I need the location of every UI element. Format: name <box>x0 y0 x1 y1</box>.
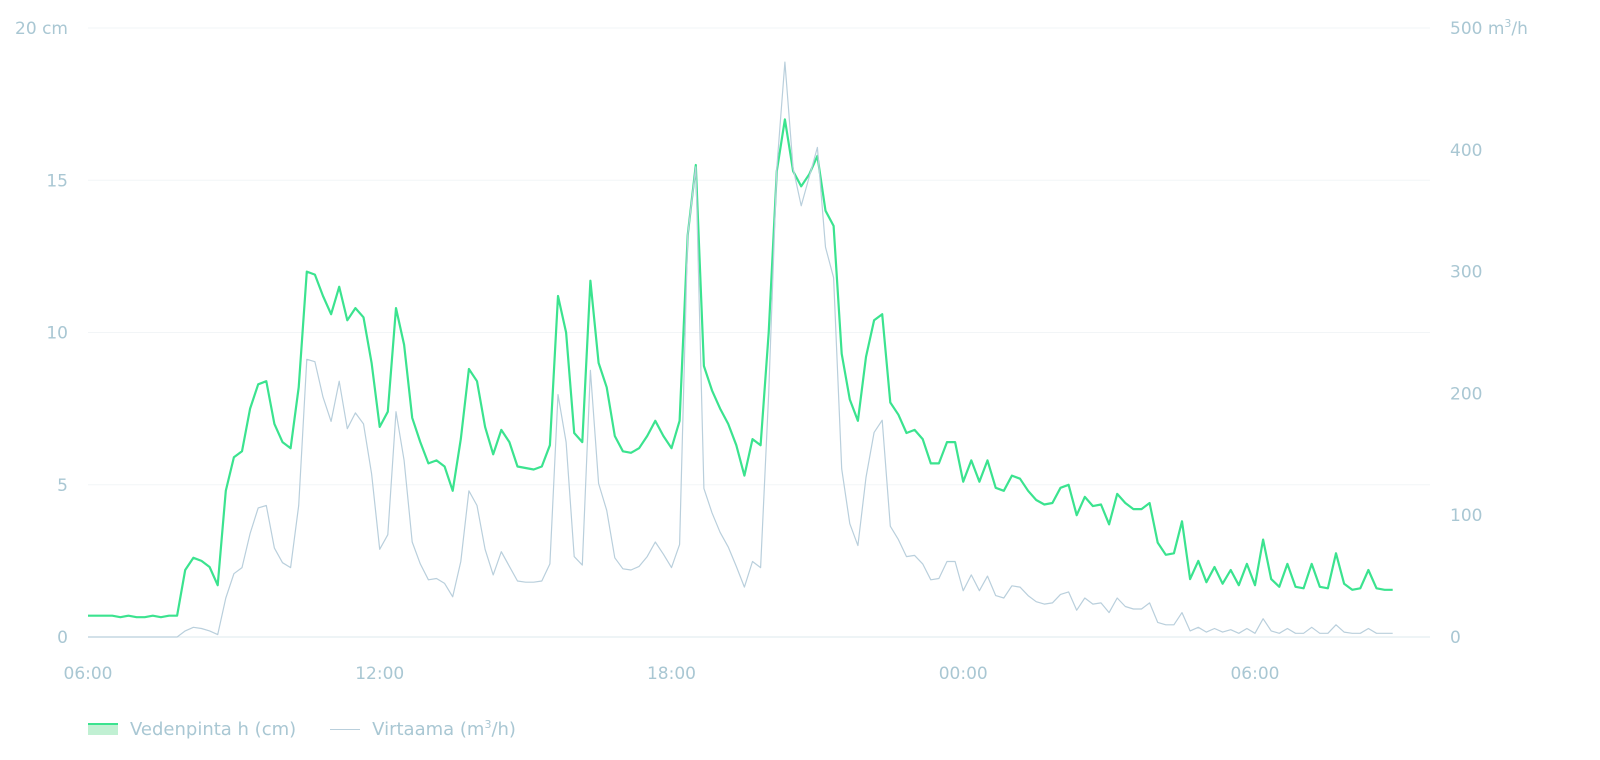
x-tick-label: 18:00 <box>647 664 696 684</box>
series-line-water-level <box>88 118 1393 619</box>
legend-item-water-level[interactable]: Vedenpinta h (cm) <box>88 719 296 740</box>
axis-labels: 0 5 10 15 20 cm 0 100 200 300 400 500 m3/h 06:00 12:… <box>15 17 1528 684</box>
grid <box>88 27 1430 638</box>
legend-item-flow[interactable]: Virtaama (m3/h) <box>330 718 516 740</box>
y-left-tick-label: 10 <box>46 324 68 344</box>
x-tick-label: 06:00 <box>1230 664 1279 684</box>
y-right-tick-label: 500 m3/h <box>1450 17 1528 39</box>
y-right-tick-label: 400 <box>1450 141 1482 161</box>
x-tick-label: 12:00 <box>355 664 404 684</box>
y-left-tick-label: 15 <box>46 171 68 191</box>
x-tick-label: 06:00 <box>64 664 113 684</box>
y-left-tick-label: 20 cm <box>15 19 68 39</box>
y-left-tick-label: 5 <box>57 476 68 496</box>
y-right-tick-label: 0 <box>1450 628 1461 648</box>
y-right-tick-label: 200 <box>1450 384 1482 404</box>
x-tick-label: 00:00 <box>939 664 988 684</box>
legend: Vedenpinta h (cm) Virtaama (m3/h) <box>88 718 516 740</box>
y-right-tick-label: 100 <box>1450 506 1482 526</box>
y-right-tick-label: 300 <box>1450 263 1482 283</box>
y-left-tick-label: 0 <box>57 628 68 648</box>
legend-swatch-water-level <box>88 723 118 735</box>
line-layer <box>88 61 1393 638</box>
legend-swatch-flow <box>330 728 361 730</box>
legend-label-water-level: Vedenpinta h (cm) <box>130 718 297 740</box>
series-line-flow <box>88 61 1393 638</box>
legend-label-flow: Virtaama (m3/h) <box>372 718 516 740</box>
